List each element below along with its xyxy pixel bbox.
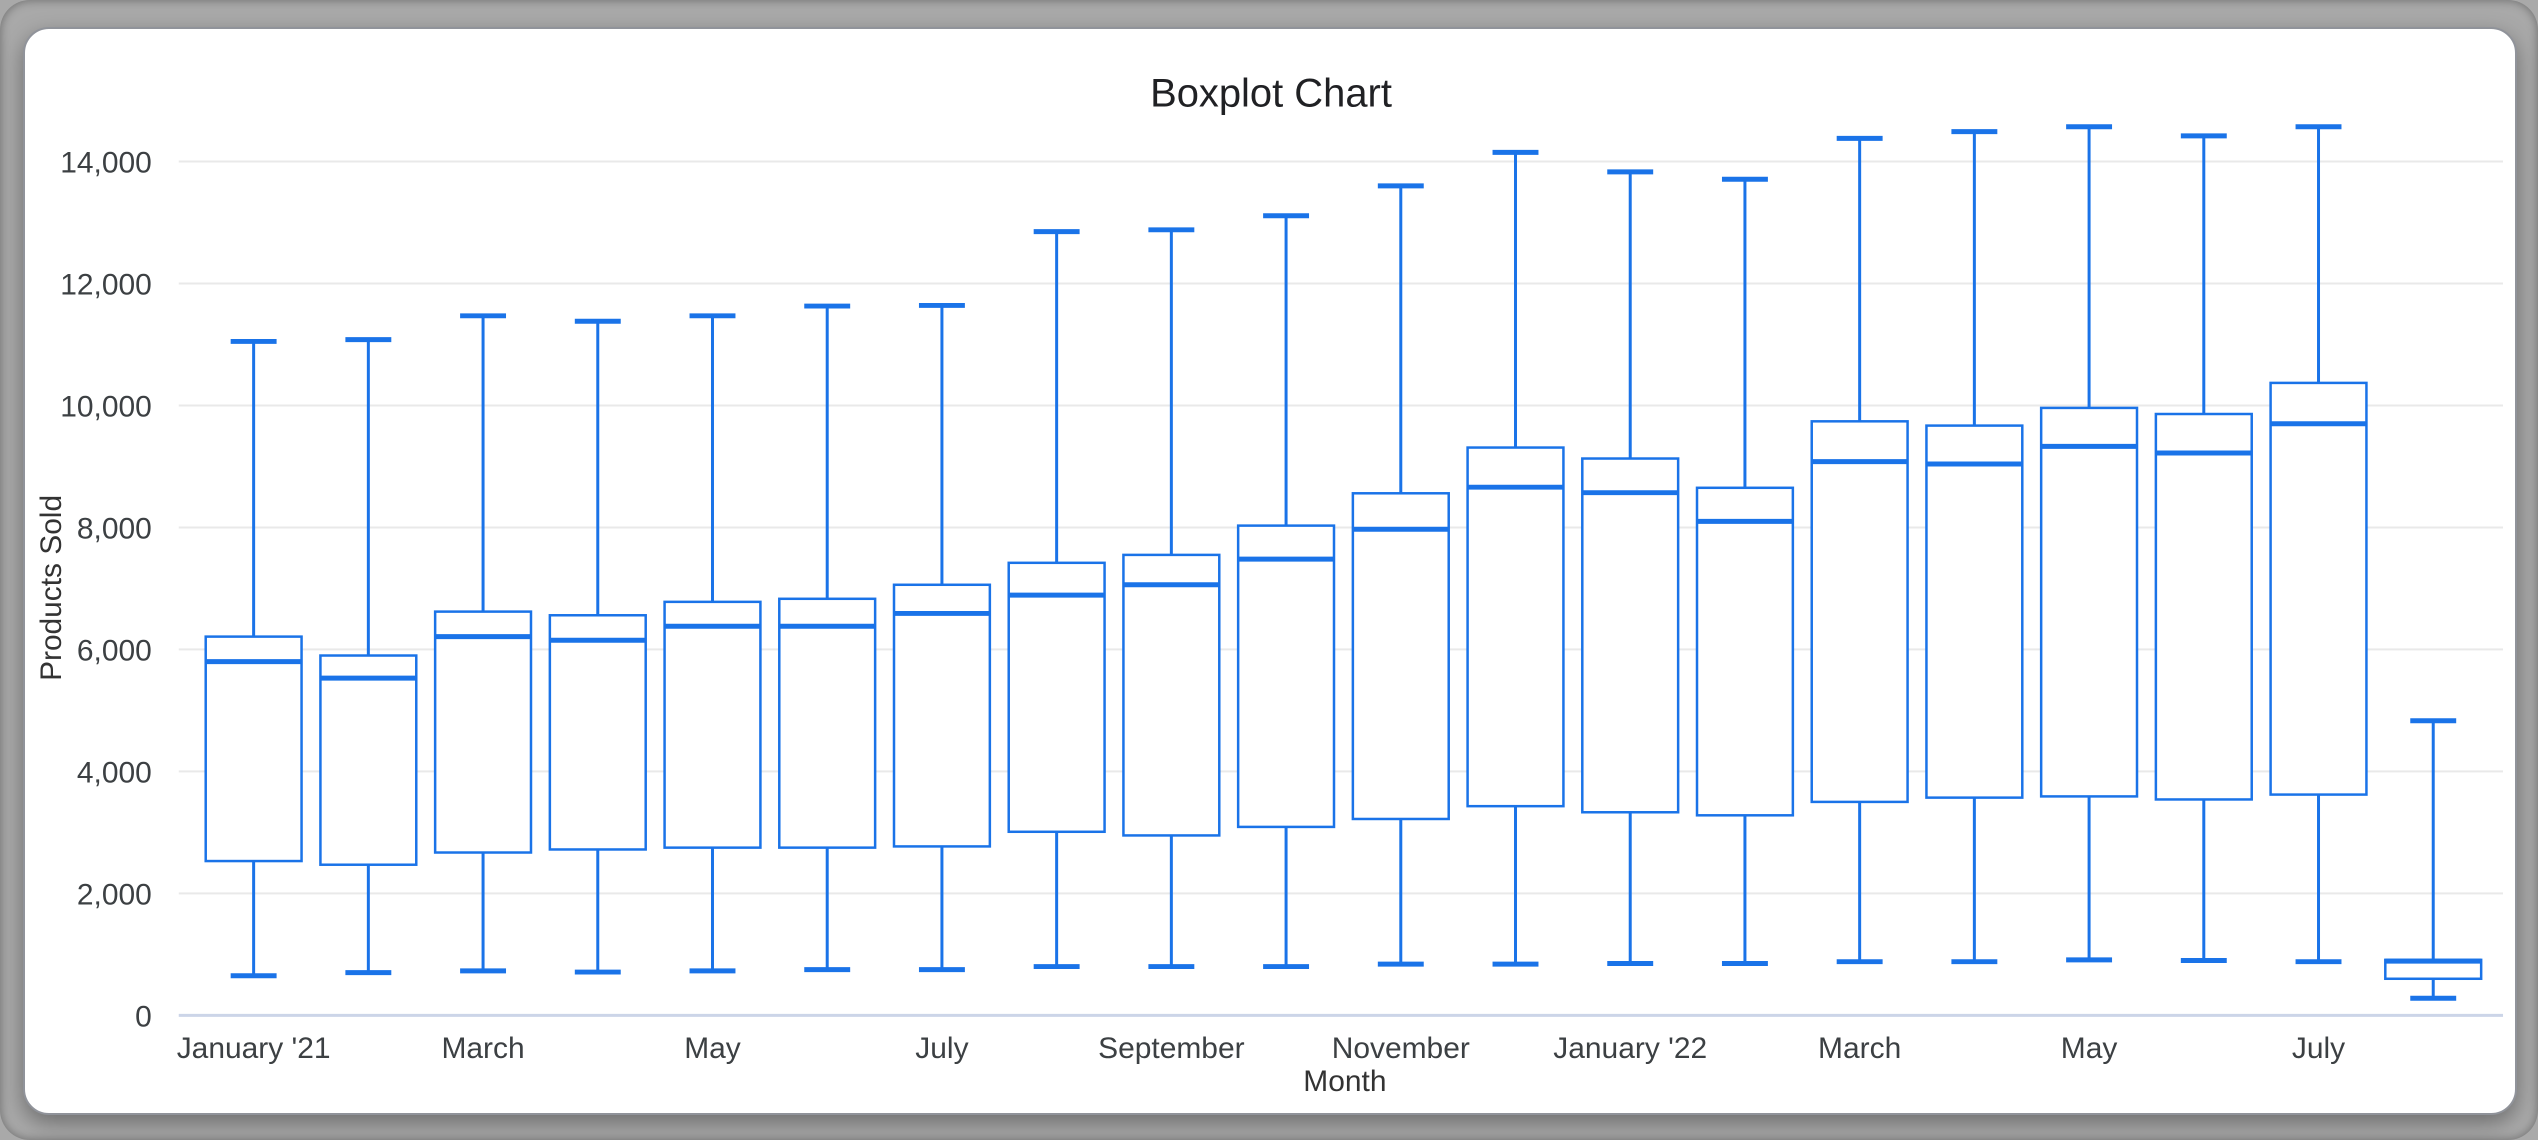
iqr-box [892, 583, 992, 848]
iqr-box [204, 635, 303, 863]
boxplot-july-22[interactable] [2269, 124, 2368, 965]
iqr-box [548, 614, 647, 851]
gridline-layer [178, 160, 2504, 1017]
chart-title: Boxplot Chart [1150, 72, 1392, 116]
iqr-box [1122, 553, 1221, 837]
iqr-box [1810, 420, 1909, 804]
boxplot-july-21[interactable] [892, 302, 992, 973]
iqr-box [433, 610, 533, 854]
boxplot-august-21[interactable] [1007, 229, 1106, 970]
y-axis-tick-labels: 0 2,000 4,000 6,000 8,000 10,000 12,000 14,000 [60, 146, 152, 1033]
boxplot-may-21[interactable] [663, 313, 762, 974]
boxplot-december-21[interactable] [1466, 149, 1565, 967]
boxplot-march-21[interactable] [433, 313, 533, 974]
chart-window: Boxplot Chart 0 2,000 4,000 6,000 8,000 10,00… [23, 27, 2517, 1115]
iqr-box [1925, 424, 2024, 799]
x-tick-label-march-21: March [441, 1032, 524, 1065]
boxplot-january-22[interactable] [1581, 169, 1680, 967]
x-tick-label-september-21: September [1098, 1032, 1244, 1065]
boxplot-may-22[interactable] [2039, 124, 2139, 963]
boxplot-june-22[interactable] [2154, 133, 2253, 963]
iqr-box [1581, 457, 1680, 814]
y-tick-label-0: 0 [135, 1000, 152, 1033]
x-tick-label-march-22: March [1818, 1032, 1901, 1065]
boxplot-june-21[interactable] [778, 303, 877, 973]
iqr-box [319, 654, 418, 866]
x-tick-label-january-21: January '21 [177, 1032, 331, 1065]
boxplot-chart-canvas: Boxplot Chart 0 2,000 4,000 6,000 8,000 10,00… [35, 72, 2504, 1098]
iqr-box [1236, 524, 1336, 829]
x-tick-label-may-21: May [684, 1032, 741, 1065]
iqr-box [1351, 492, 1450, 821]
boxplot-march-22[interactable] [1810, 135, 1909, 965]
iqr-box [1466, 446, 1565, 808]
boxplot-february-21[interactable] [319, 337, 418, 976]
y-tick-label-12000: 12,000 [60, 268, 152, 301]
x-tick-label-july-22: July [2292, 1032, 2345, 1065]
x-tick-label-november-21: November [1332, 1032, 1470, 1065]
x-axis-tick-labels: January '21 March May July September November… [177, 1032, 2345, 1065]
iqr-box [2269, 381, 2368, 796]
boxplot-april-21[interactable] [548, 318, 647, 975]
iqr-box [1695, 486, 1795, 817]
y-tick-label-2000: 2,000 [77, 878, 152, 911]
x-tick-label-july-21: July [915, 1032, 968, 1065]
x-tick-label-may-22: May [2061, 1032, 2118, 1065]
boxplot-series-layer [204, 124, 2483, 1001]
boxplot-january-21[interactable] [204, 338, 303, 979]
iqr-box [663, 600, 762, 849]
boxplot-october-21[interactable] [1236, 213, 1336, 970]
boxplot-april-22[interactable] [1925, 129, 2024, 965]
y-tick-label-6000: 6,000 [77, 634, 152, 667]
boxplot-august-22[interactable] [2384, 718, 2483, 1001]
boxplot-february-22[interactable] [1695, 176, 1795, 967]
iqr-box [2154, 412, 2253, 801]
iqr-box [1007, 561, 1106, 834]
y-tick-label-8000: 8,000 [77, 512, 152, 545]
x-axis-title: Month [1303, 1065, 1386, 1098]
y-tick-label-10000: 10,000 [60, 390, 152, 423]
boxplot-september-21[interactable] [1122, 227, 1221, 970]
y-axis-title: Products Sold [35, 495, 68, 681]
y-tick-label-4000: 4,000 [77, 756, 152, 789]
y-tick-label-14000: 14,000 [60, 146, 152, 179]
iqr-box [778, 597, 877, 849]
boxplot-november-21[interactable] [1351, 183, 1450, 967]
x-tick-label-january-22: January '22 [1553, 1032, 1707, 1065]
iqr-box [2039, 406, 2139, 798]
